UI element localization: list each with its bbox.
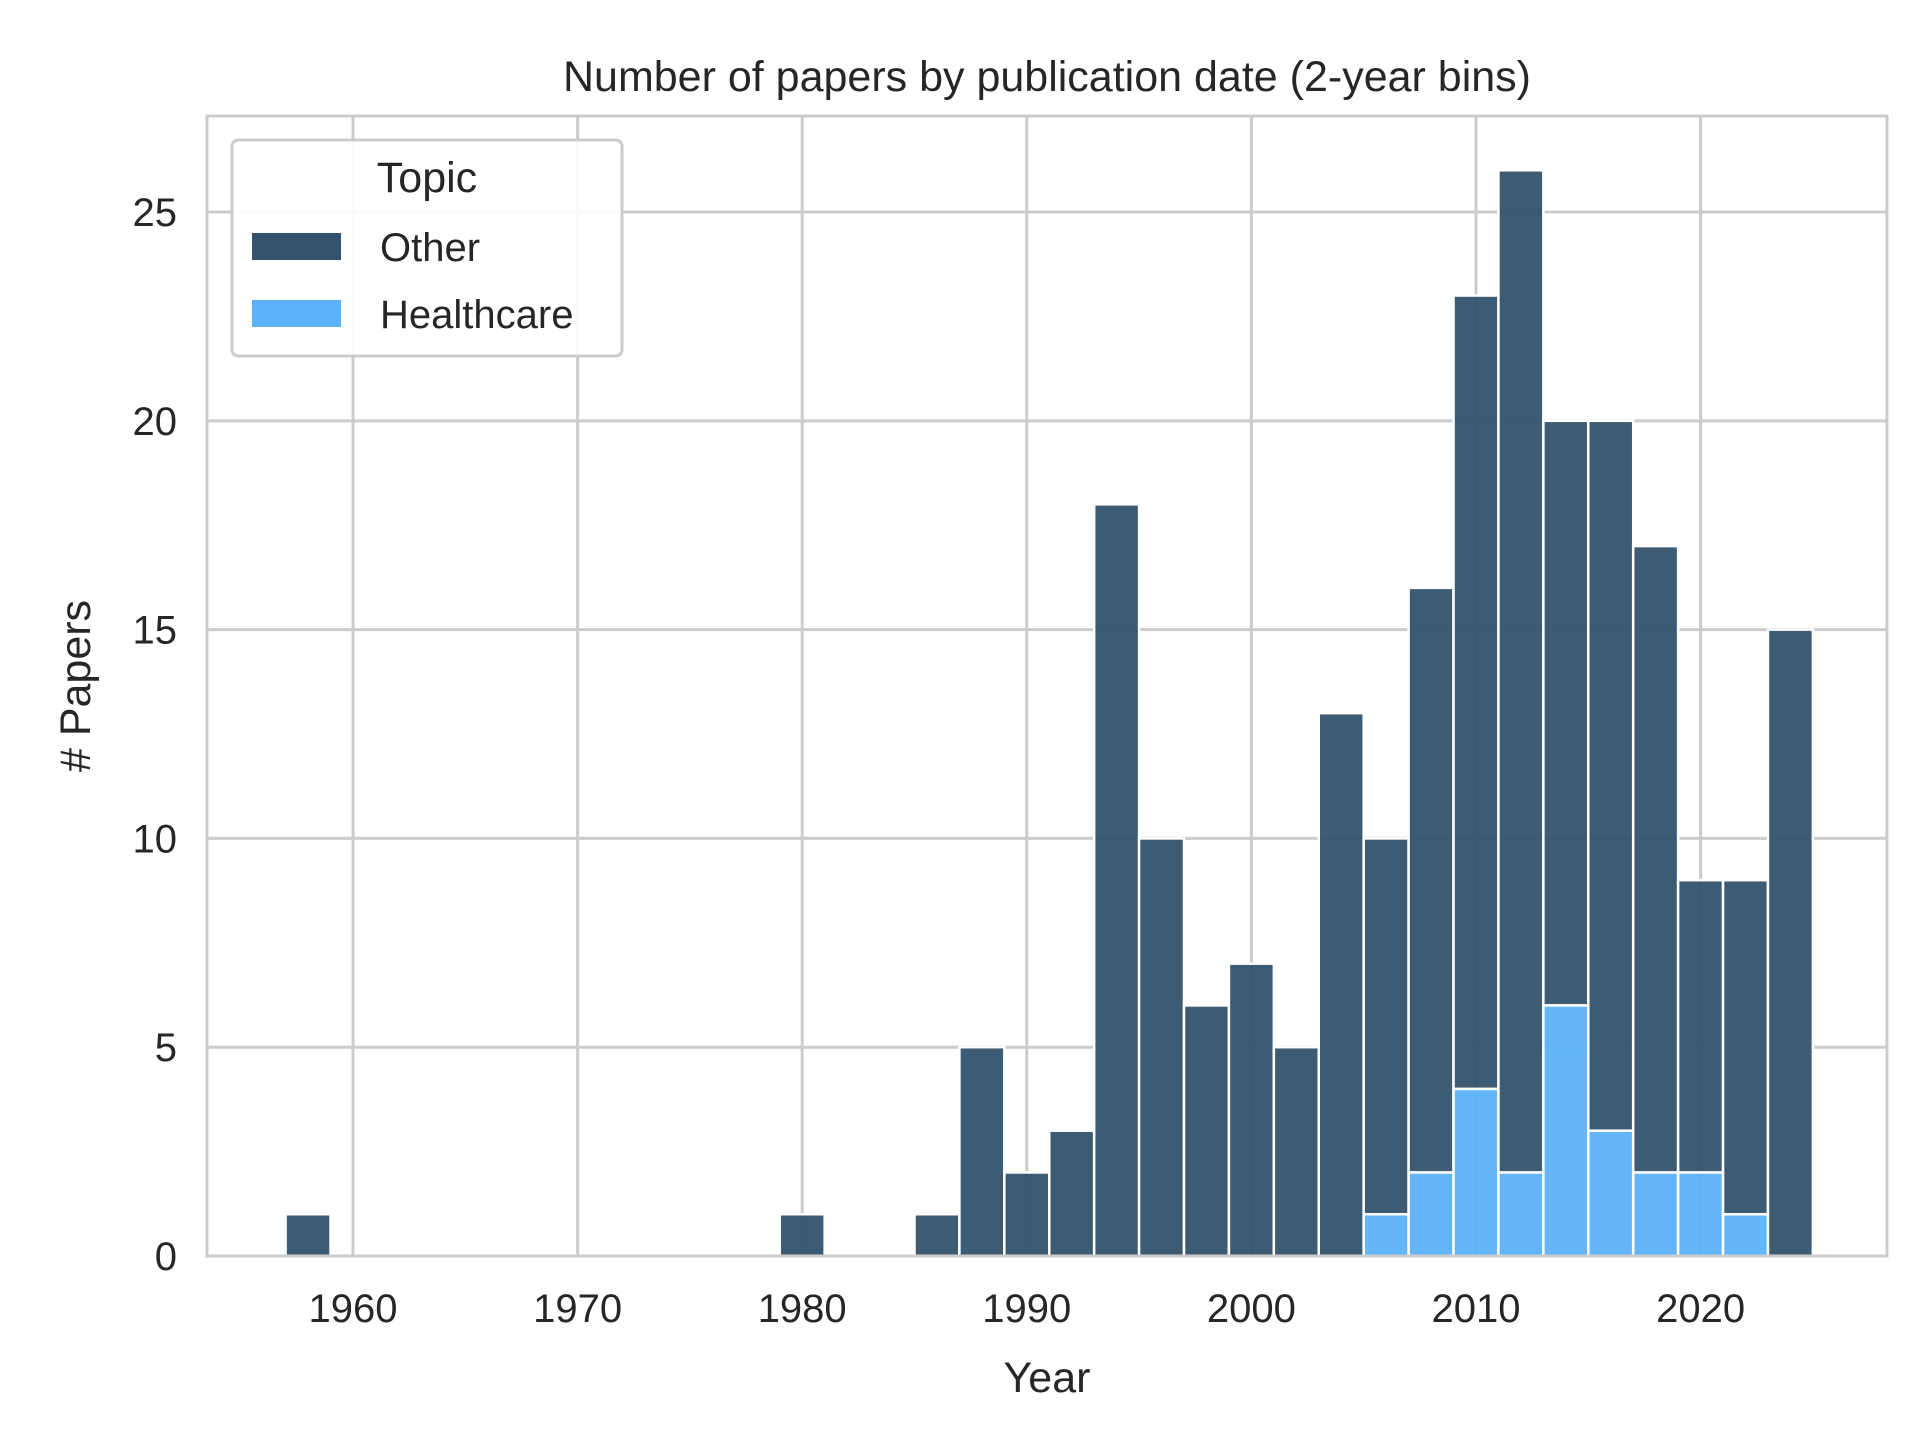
bar-other [1362, 837, 1410, 1216]
legend-label-other: Other [380, 226, 480, 270]
bars [284, 169, 1815, 1258]
x-tick-label: 2000 [1207, 1287, 1296, 1331]
x-tick-label: 1990 [982, 1287, 1071, 1331]
y-tick-label: 0 [155, 1235, 177, 1279]
x-tick-label: 1970 [533, 1287, 622, 1331]
bar-other [1003, 1171, 1051, 1258]
x-tick-label: 1980 [758, 1287, 847, 1331]
x-tick-label: 2020 [1656, 1287, 1745, 1331]
y-tick-label: 25 [133, 191, 178, 235]
y-axis-label: # Papers [52, 600, 100, 772]
bar-other [1497, 169, 1545, 1174]
bar-other [958, 1045, 1006, 1258]
legend: Topic Other Healthcare [230, 138, 624, 358]
bar-other [1587, 419, 1635, 1132]
x-axis-ticks: 1960 1970 1980 1990 2000 2010 2020 [308, 1287, 1745, 1331]
bar-other [1227, 962, 1276, 1258]
legend-swatch-healthcare [252, 300, 341, 327]
bar-other [1452, 294, 1500, 1091]
y-tick-label: 10 [133, 817, 178, 861]
bar-healthcare [1407, 1171, 1455, 1258]
bar-healthcare [1587, 1129, 1635, 1258]
legend-swatch-other [252, 233, 341, 260]
bar-healthcare [1452, 1087, 1500, 1258]
plot-frame [205, 114, 1889, 1258]
bar-other [1137, 837, 1186, 1258]
x-tick-label: 1960 [308, 1287, 397, 1331]
y-tick-label: 20 [133, 400, 178, 444]
bar-other [1182, 1004, 1231, 1258]
bar-healthcare [1676, 1171, 1725, 1258]
y-tick-label: 5 [155, 1026, 177, 1070]
bar-other [1317, 711, 1365, 1258]
bar-other [1721, 878, 1770, 1216]
bar-other [1272, 1045, 1321, 1258]
bar-other [1631, 544, 1680, 1174]
bar-other [1766, 628, 1815, 1258]
y-axis-ticks: 0 5 10 15 20 25 [133, 191, 178, 1279]
bar-healthcare [1542, 1004, 1590, 1258]
bar-other [284, 1212, 332, 1258]
bar-healthcare [1631, 1171, 1680, 1258]
bar-other [913, 1212, 961, 1258]
bar-healthcare [1721, 1212, 1770, 1258]
bar-other [1407, 586, 1455, 1174]
x-axis-label: Year [1004, 1354, 1091, 1402]
bar-other [1092, 503, 1141, 1258]
bar-healthcare [1362, 1212, 1410, 1258]
legend-title: Topic [377, 154, 477, 202]
bar-healthcare [1497, 1171, 1545, 1258]
legend-label-healthcare: Healthcare [380, 293, 573, 337]
x-tick-label: 2010 [1431, 1287, 1520, 1331]
y-tick-label: 15 [133, 609, 178, 653]
bar-other [778, 1212, 826, 1258]
chart-title: Number of papers by publication date (2-… [563, 53, 1531, 101]
bar-other [1542, 419, 1590, 1007]
bar-other [1676, 878, 1725, 1174]
bar-other [1047, 1129, 1096, 1258]
